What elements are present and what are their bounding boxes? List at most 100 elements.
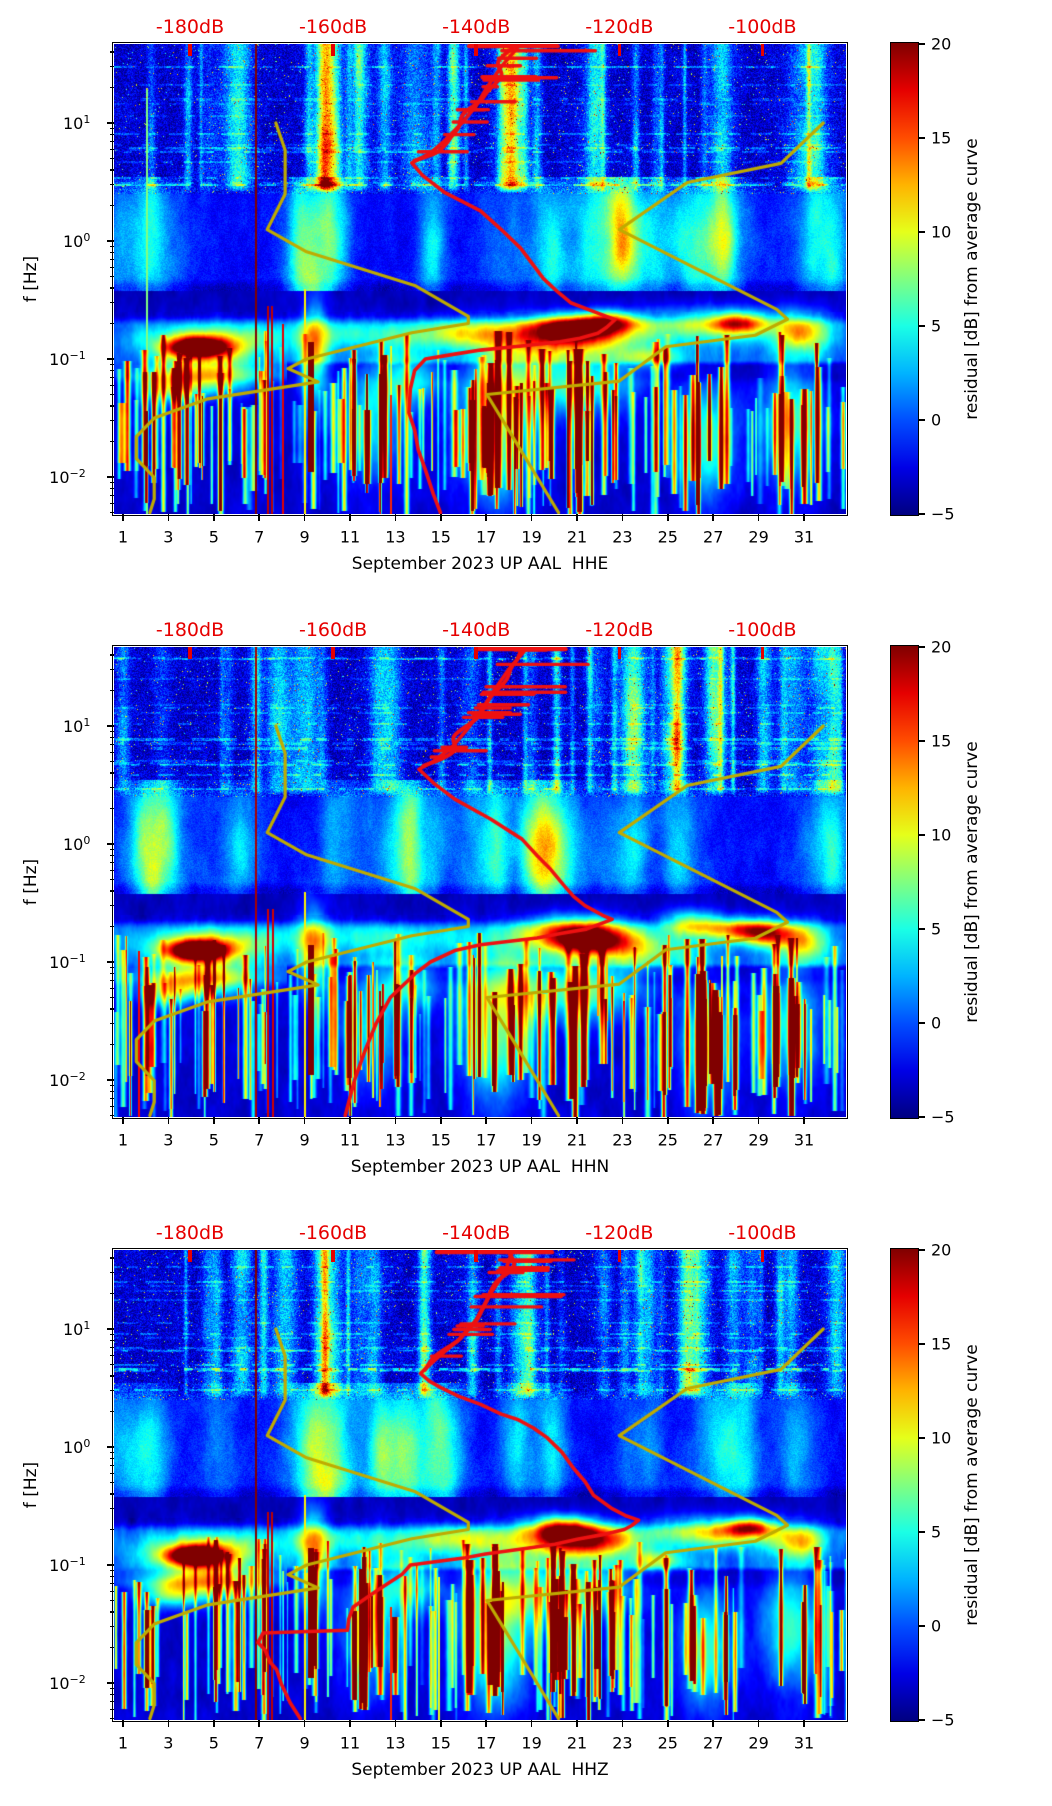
- y-tick-mantissa: 10: [49, 1071, 70, 1091]
- y-axis-tick: [107, 1564, 114, 1566]
- colorbar-tick: [919, 1249, 925, 1251]
- y-tick-label: 10−2: [49, 467, 86, 487]
- x-axis-tick: [167, 1720, 170, 1727]
- colorbar-tick-label: −5: [931, 504, 955, 524]
- y-axis-tick: [107, 1682, 114, 1684]
- colorbar-tick-label: 20: [931, 34, 952, 54]
- top-db-tick: [617, 647, 622, 659]
- colorbar-tick-label: 0: [931, 1013, 942, 1033]
- y-axis-minor-tick: [110, 772, 114, 774]
- y-axis-minor-tick: [110, 1272, 114, 1274]
- x-axis-tick: [667, 1720, 669, 1727]
- colorbar-tick-label: 0: [931, 1616, 942, 1636]
- x-axis-tick: [576, 1117, 578, 1124]
- x-axis-tick: [258, 514, 260, 521]
- top-db-axis-label: -100dB: [728, 619, 797, 641]
- y-tick-label: 100: [63, 231, 90, 251]
- y-axis-label: f [Hz]: [21, 1461, 41, 1509]
- colorbar-tick: [919, 834, 925, 836]
- spectrogram-heatmap-canvas: [114, 44, 846, 514]
- y-tick-label: 101: [63, 1319, 90, 1339]
- x-tick-label: 31: [793, 1130, 815, 1150]
- x-axis-tick: [440, 1117, 442, 1124]
- x-axis-tick: [122, 514, 124, 521]
- x-tick-label: 11: [339, 1733, 361, 1753]
- x-axis-tick: [712, 1720, 714, 1727]
- y-axis-minor-tick: [110, 1023, 114, 1025]
- x-axis-tick: [485, 1117, 487, 1124]
- x-axis-tick: [485, 514, 487, 521]
- y-axis-minor-tick: [110, 1375, 114, 1377]
- y-axis-tick: [107, 1446, 114, 1448]
- y-tick-mantissa: 10: [62, 717, 84, 737]
- x-tick-label: 29: [748, 1733, 769, 1753]
- y-axis-minor-tick: [110, 1043, 114, 1046]
- x-axis-tick: [258, 1720, 260, 1727]
- x-axis-tick: [621, 1720, 624, 1727]
- x-axis-tick: [757, 1117, 760, 1124]
- top-db-tick: [760, 44, 765, 56]
- x-tick-label: 15: [430, 1130, 451, 1150]
- colorbar-gradient: [891, 43, 918, 515]
- y-axis-minor-tick: [110, 1464, 114, 1466]
- x-tick-label: 1: [117, 1130, 129, 1150]
- x-tick-label: 1: [117, 1733, 129, 1753]
- y-tick-exponent: −2: [69, 466, 86, 480]
- spectrogram-heatmap-canvas: [114, 1250, 846, 1720]
- y-axis-minor-tick: [110, 1472, 114, 1474]
- colorbar-tick: [919, 1719, 925, 1721]
- y-axis-minor-tick: [110, 743, 114, 745]
- y-axis-minor-tick: [110, 287, 114, 289]
- y-axis-minor-tick: [110, 736, 114, 739]
- y-axis-minor-tick: [110, 861, 114, 863]
- colorbar-tick-label: 20: [931, 1240, 952, 1260]
- top-db-axis-label: -140dB: [442, 619, 511, 641]
- y-tick-exponent: −1: [69, 951, 86, 965]
- y-axis-minor-tick: [110, 251, 114, 254]
- x-tick-label: 9: [299, 1130, 310, 1150]
- colorbar: [890, 42, 919, 516]
- y-axis-minor-tick: [110, 487, 114, 490]
- x-tick-label: 17: [476, 1130, 497, 1150]
- colorbar-tick: [919, 43, 925, 45]
- y-axis-minor-tick: [110, 405, 114, 407]
- y-axis-minor-tick: [110, 266, 114, 268]
- colorbar-tick-label: 10: [931, 825, 952, 845]
- y-tick-exponent: 1: [83, 1318, 91, 1332]
- colorbar-tick-label: 0: [931, 410, 942, 430]
- y-axis-minor-tick: [110, 1646, 114, 1649]
- y-axis-minor-tick: [110, 502, 114, 504]
- y-axis-minor-tick: [110, 1481, 114, 1484]
- x-tick-label: 23: [612, 1733, 633, 1753]
- y-axis-minor-tick: [110, 890, 114, 892]
- y-axis-minor-tick: [110, 1599, 114, 1602]
- y-tick-exponent: 0: [83, 230, 91, 244]
- y-axis-minor-tick: [110, 127, 114, 129]
- top-db-tick: [617, 1250, 622, 1262]
- y-axis-minor-tick: [110, 1528, 114, 1531]
- y-tick-mantissa: 10: [49, 953, 70, 973]
- x-axis-tick: [576, 514, 578, 521]
- y-axis-minor-tick: [110, 751, 114, 753]
- colorbar-tick: [919, 928, 925, 930]
- y-axis-minor-tick: [110, 1339, 114, 1342]
- x-tick-label: 21: [566, 1130, 588, 1150]
- y-axis-minor-tick: [110, 869, 114, 871]
- y-tick-exponent: −2: [69, 1672, 86, 1686]
- x-tick-label: 21: [566, 1733, 588, 1753]
- colorbar-tick-label: 15: [931, 128, 952, 148]
- x-axis-tick: [712, 1117, 714, 1124]
- x-tick-label: 9: [299, 1733, 310, 1753]
- y-axis-minor-tick: [110, 925, 114, 928]
- y-tick-label: 10−1: [49, 349, 86, 369]
- x-axis-tick: [349, 514, 351, 521]
- top-db-tick: [474, 1250, 478, 1262]
- colorbar-label: residual [dB] from average curve: [962, 741, 982, 1023]
- x-axis-tick: [803, 1117, 805, 1124]
- colorbar-tick-label: −5: [931, 1107, 955, 1127]
- y-axis-minor-tick: [110, 157, 114, 160]
- colorbar-tick: [919, 419, 925, 421]
- y-axis-minor-tick: [110, 440, 114, 443]
- y-axis-minor-tick: [110, 1114, 114, 1117]
- y-axis-minor-tick: [110, 204, 114, 207]
